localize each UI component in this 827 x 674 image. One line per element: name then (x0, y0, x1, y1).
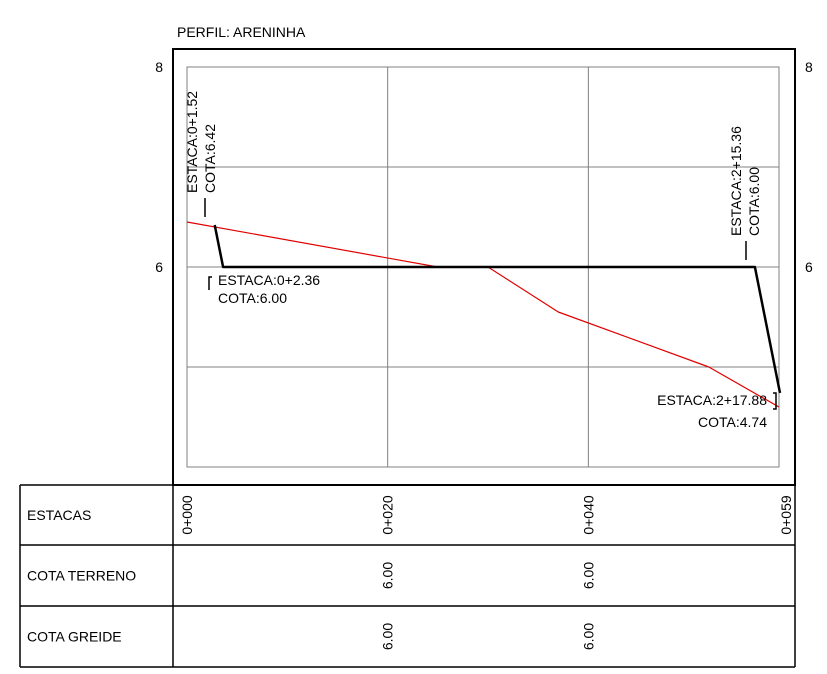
y-tick-label: 8 (805, 59, 813, 75)
table-cell: 6.00 (580, 623, 596, 650)
y-tick-label: 6 (155, 259, 163, 275)
annotation-line: ESTACA:2+15.36 (728, 126, 744, 236)
y-tick-label: 8 (155, 59, 163, 75)
annotation-line: ESTACA:0+1.52 (184, 91, 200, 193)
table-row-label: COTA GREIDE (27, 629, 122, 645)
series-line-terrain (186, 221, 780, 408)
annotation-line: ESTACA:2+17.88 (657, 392, 767, 408)
annotation-line: ESTACA:0+2.36 (218, 272, 320, 288)
annotation-line: COTA:6.42 (202, 124, 218, 193)
annotation-line: COTA:4.74 (698, 414, 767, 430)
chart-title: PERFIL: ARENINHA (177, 24, 306, 40)
table-row-label: ESTACAS (27, 507, 91, 523)
table-cell: 6.00 (580, 562, 596, 589)
table-cell: 6.00 (380, 623, 396, 650)
annotation-estaca-0-2-36: ESTACA:0+2.36 COTA:6.00 (208, 272, 320, 306)
annotation-estaca-0-1-52: ESTACA:0+1.52 COTA:6.42 (184, 91, 218, 217)
y-tick-label: 6 (805, 259, 813, 275)
leader-line (773, 392, 777, 410)
table-cell: 0+040 (580, 495, 596, 535)
table-row-label: COTA TERRENO (27, 568, 136, 584)
table-cell: 0+059 (778, 495, 794, 535)
profile-table: ESTACAS 0+000 0+020 0+040 0+059 COTA TERRENO 6… (19, 484, 796, 668)
series-group (186, 221, 782, 408)
annotation-line: COTA:6.00 (218, 290, 287, 306)
table-cell: 6.00 (380, 562, 396, 589)
leader-line (208, 276, 212, 290)
table-cell: 0+020 (380, 495, 396, 535)
series-line-grade (213, 224, 782, 394)
annotation-estaca-2-15-36: ESTACA:2+15.36 COTA:6.00 (728, 126, 762, 260)
y-axis-labels: 8 8 6 6 (155, 59, 813, 275)
annotation-line: COTA:6.00 (746, 167, 762, 236)
annotation-estaca-2-17-88: ESTACA:2+17.88 COTA:4.74 (657, 392, 777, 430)
table-cell: 0+000 (179, 495, 195, 535)
